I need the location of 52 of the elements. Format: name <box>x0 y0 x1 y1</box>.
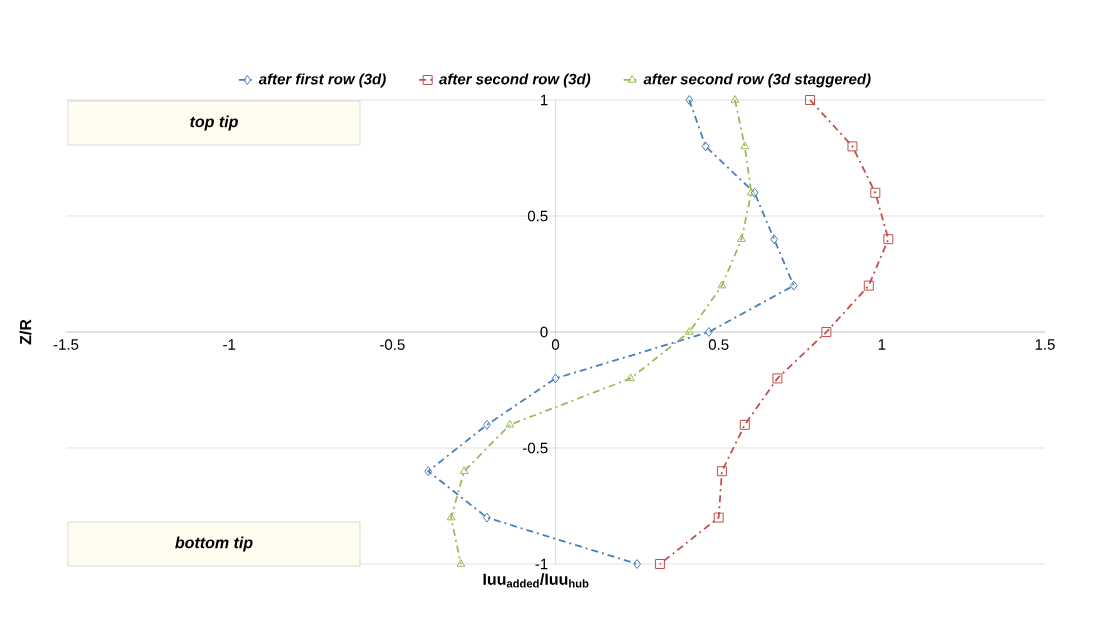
point <box>551 373 560 384</box>
y-axis-title: Z/R <box>19 319 32 345</box>
point <box>730 95 740 103</box>
y-tick-label: -1 <box>535 558 548 570</box>
point <box>770 234 779 245</box>
point <box>739 419 750 430</box>
y-tick-label: -0.5 <box>523 442 548 454</box>
point <box>883 234 894 245</box>
legend-label: after second row (3d) <box>439 73 591 88</box>
point <box>505 419 515 428</box>
point <box>701 141 710 152</box>
point <box>705 327 713 337</box>
point <box>746 187 756 196</box>
point <box>805 95 816 105</box>
x-tick-label: -0.5 <box>380 339 405 350</box>
point <box>772 373 783 384</box>
point <box>789 280 798 291</box>
point <box>626 373 635 382</box>
annotation: top tip <box>190 115 238 131</box>
annotation: bottom tip <box>175 536 253 552</box>
point <box>685 95 694 105</box>
legend-label: after first row (3d) <box>258 73 386 88</box>
point <box>654 559 665 569</box>
point <box>446 512 456 521</box>
x-tick-label: 1 <box>878 339 886 350</box>
point <box>750 187 759 198</box>
point <box>821 327 832 337</box>
point <box>483 512 491 523</box>
point <box>740 141 750 150</box>
x-tick-label: 0.5 <box>708 339 729 350</box>
point <box>737 234 746 242</box>
point <box>424 466 433 477</box>
point <box>870 187 881 198</box>
point <box>459 466 469 474</box>
point <box>483 419 491 430</box>
x-tick-label: 0 <box>551 339 560 350</box>
y-tick-label: 0.5 <box>527 210 548 222</box>
point <box>456 559 466 567</box>
y-tick-label: 1 <box>540 94 548 106</box>
point <box>863 280 874 291</box>
point <box>684 327 694 335</box>
point <box>717 280 727 289</box>
point <box>847 141 858 152</box>
x-tick-label: -1.5 <box>53 339 79 350</box>
y-tick-label: 0 <box>540 326 548 338</box>
point <box>633 559 641 569</box>
legend-label: after second row (3d staggered) <box>643 73 871 88</box>
point <box>713 512 724 523</box>
point <box>716 466 727 477</box>
x-tick-label: 1.5 <box>1035 339 1055 350</box>
x-tick-label: -1 <box>223 339 236 350</box>
x-axis-title: Iuu$_{added}$/Iuu$_{hub}$ <box>483 573 589 588</box>
